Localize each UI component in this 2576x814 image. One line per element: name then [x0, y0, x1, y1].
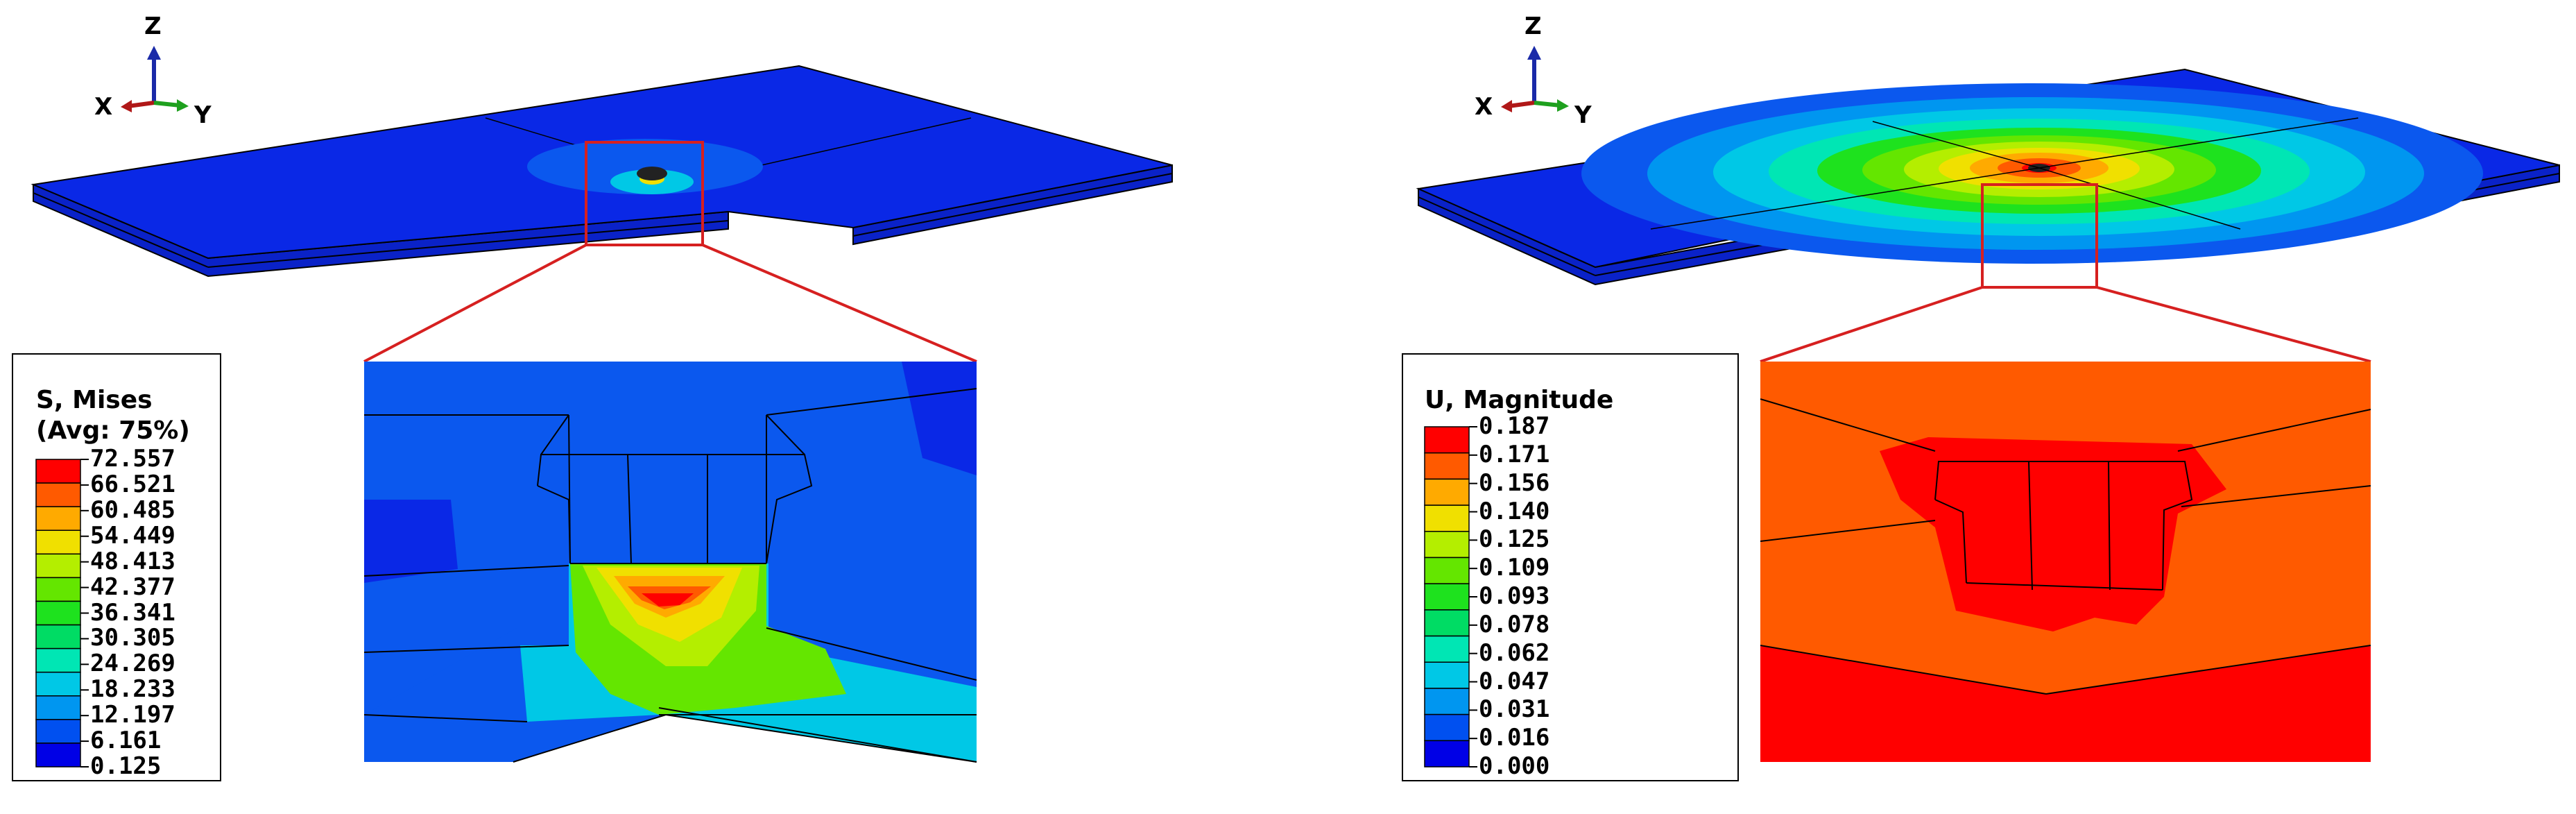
left-legend-color-bar [35, 459, 89, 768]
right-zoom-detail [1760, 362, 2371, 762]
left-legend-value: 42.377 [90, 573, 175, 601]
left-legend-value: 72.557 [90, 445, 175, 473]
right-axis-triad [1501, 46, 1569, 112]
left-hole [637, 167, 667, 180]
right-legend-value: 0.047 [1479, 667, 1550, 695]
left-legend-swatch [35, 647, 81, 673]
left-x-label: X [94, 93, 113, 121]
right-legend-swatch [1424, 740, 1470, 768]
left-y-label: Y [194, 101, 212, 129]
right-legend-value: 0.016 [1479, 724, 1550, 752]
stress-hotspot-peak [642, 593, 694, 607]
right-legend-swatch [1424, 452, 1470, 480]
right-legend-value: 0.187 [1479, 412, 1550, 440]
right-legend-value: 0.171 [1479, 440, 1550, 468]
left-axis-triad [121, 46, 189, 112]
left-zoom-box [585, 141, 704, 246]
right-y-label: Y [1574, 101, 1592, 129]
right-legend-swatch [1424, 557, 1470, 584]
left-legend-swatch [35, 459, 81, 484]
left-legend-swatch [35, 671, 81, 697]
left-legend-swatch [35, 553, 81, 579]
right-legend-swatch [1424, 688, 1470, 715]
left-legend-value: 30.305 [90, 624, 175, 652]
x-axis-arrow [1508, 101, 1535, 108]
right-legend-swatch [1424, 635, 1470, 663]
left-legend-title: S, Mises [36, 386, 153, 414]
right-legend-value: 0.062 [1479, 638, 1550, 667]
right-legend-value: 0.125 [1479, 525, 1550, 554]
y-axis-arrow [153, 101, 181, 108]
left-plate-model [31, 65, 1173, 363]
left-z-label: Z [144, 12, 162, 40]
left-legend-value: 12.197 [90, 701, 175, 729]
x-axis-arrow [128, 101, 155, 108]
left-legend-subtitle: (Avg: 75%) [36, 416, 190, 445]
right-legend-value: 0.031 [1479, 695, 1550, 724]
left-legend-value: 54.449 [90, 521, 175, 550]
right-legend-value: 0.109 [1479, 554, 1550, 582]
left-legend-value: 24.269 [90, 650, 175, 678]
left-legend-value: 36.341 [90, 598, 175, 627]
right-legend-value: 0.093 [1479, 582, 1550, 610]
right-legend-swatch [1424, 661, 1470, 689]
left-legend-swatch [35, 695, 81, 720]
right-plate-model [1416, 68, 2560, 363]
left-zoom-detail [363, 362, 977, 763]
left-legend-value: 66.521 [90, 470, 175, 498]
left-legend-value: 48.413 [90, 547, 175, 575]
right-legend-swatch [1424, 504, 1470, 532]
left-legend-swatch [35, 600, 81, 626]
right-legend-swatch [1424, 531, 1470, 559]
left-legend-swatch [35, 577, 81, 602]
left-legend-value: 60.485 [90, 495, 175, 524]
right-legend-value: 0.000 [1479, 752, 1550, 780]
left-legend-swatch [35, 719, 81, 744]
left-legend-swatch [35, 624, 81, 650]
right-legend-swatch [1424, 478, 1470, 506]
left-legend-value: 18.233 [90, 675, 175, 704]
right-legend-value: 0.156 [1479, 468, 1550, 497]
right-legend-value: 0.140 [1479, 497, 1550, 525]
right-zoom-box [1981, 183, 2098, 289]
right-z-label: Z [1525, 12, 1542, 40]
right-legend-value: 0.078 [1479, 610, 1550, 638]
left-legend-swatch [35, 743, 81, 768]
right-legend-title: U, Magnitude [1425, 386, 1614, 414]
right-legend-swatch [1424, 583, 1470, 611]
right-legend-swatch [1424, 609, 1470, 637]
right-legend-swatch [1424, 426, 1470, 454]
right-legend-color-bar [1424, 426, 1477, 768]
left-legend-swatch [35, 529, 81, 555]
right-legend-swatch [1424, 713, 1470, 742]
left-legend-swatch [35, 482, 81, 507]
y-axis-arrow [1534, 101, 1561, 108]
left-legend-value: 6.161 [90, 727, 162, 755]
right-x-label: X [1475, 93, 1493, 121]
left-legend-swatch [35, 506, 81, 531]
left-legend-value: 0.125 [90, 752, 162, 780]
